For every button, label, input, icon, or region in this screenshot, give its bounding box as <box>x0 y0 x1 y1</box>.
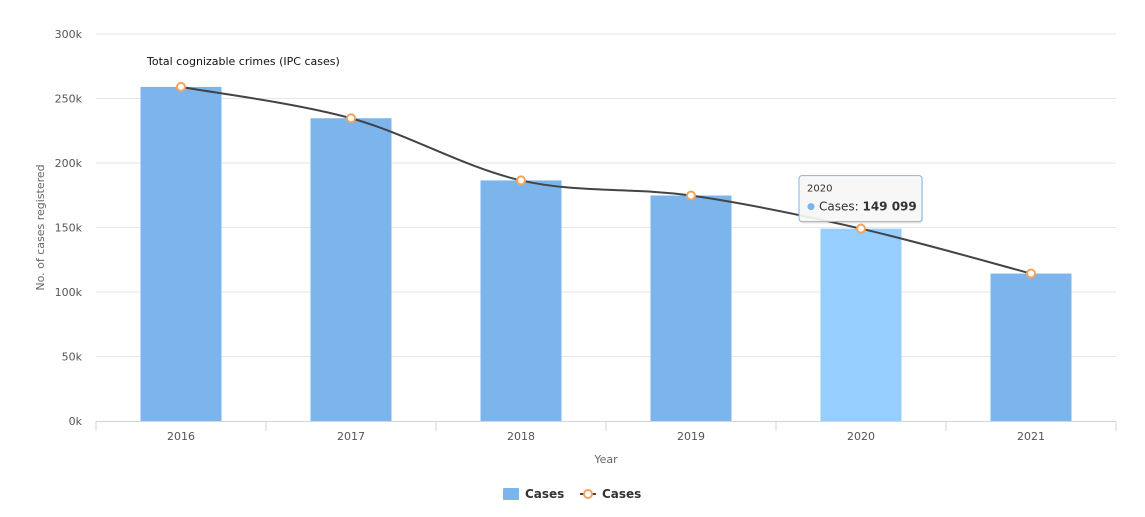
y-tick-label: 250k <box>55 93 83 106</box>
grid-lines <box>96 33 1116 357</box>
line-point <box>516 175 526 186</box>
line-point <box>346 113 356 124</box>
legend-label: Cases <box>602 487 641 501</box>
x-tick-label: 2019 <box>677 430 705 443</box>
y-tick-label: 100k <box>55 286 83 299</box>
tooltip-value-number: 149 099 <box>862 200 916 214</box>
line-point <box>176 81 186 92</box>
legend-symbol-marker <box>583 489 593 499</box>
x-tick-label: 2016 <box>167 430 195 443</box>
tooltip: 2020 Cases: 149 099 <box>798 175 923 224</box>
tooltip-value: Cases: 149 099 <box>819 200 917 214</box>
line-point <box>686 190 696 201</box>
x-axis: 2016 2017 2018 2019 2020 2021 <box>95 421 1117 443</box>
bar <box>650 195 732 421</box>
bar <box>820 228 902 421</box>
y-axis-ticks: 0k 50k 100k 150k 200k 250k 300k <box>55 28 83 428</box>
legend-symbol-bar <box>503 488 519 500</box>
legend-item[interactable]: Cases <box>503 487 564 501</box>
x-tick-label: 2018 <box>507 430 535 443</box>
tooltip-box <box>798 175 923 223</box>
line-series <box>176 81 1036 279</box>
bar <box>140 86 222 421</box>
line-point <box>1026 268 1036 279</box>
y-tick-label: 300k <box>55 28 83 41</box>
line-point <box>856 223 866 234</box>
tooltip-series-label: Cases: <box>819 200 862 214</box>
tooltip-series-dot <box>807 203 815 211</box>
y-tick-label: 200k <box>55 157 83 170</box>
chart-annotation: Total cognizable crimes (IPC cases) <box>146 55 340 68</box>
x-tick-label: 2017 <box>337 430 365 443</box>
y-tick-label: 50k <box>62 351 83 364</box>
legend-item[interactable]: Cases <box>580 487 641 501</box>
bars <box>140 86 1072 421</box>
y-tick-label: 150k <box>55 222 83 235</box>
x-tick-label: 2020 <box>847 430 875 443</box>
bar <box>310 118 392 421</box>
y-axis-title: No. of cases registered <box>34 164 47 290</box>
x-axis-title: Year <box>593 453 618 466</box>
legend: Cases Cases <box>503 487 641 501</box>
legend-label: Cases <box>525 487 564 501</box>
tooltip-category: 2020 <box>807 184 832 195</box>
y-tick-label: 0k <box>69 415 83 428</box>
line-path <box>180 85 1032 275</box>
bar <box>990 273 1072 421</box>
x-tick-label: 2021 <box>1017 430 1045 443</box>
bar <box>480 180 562 421</box>
